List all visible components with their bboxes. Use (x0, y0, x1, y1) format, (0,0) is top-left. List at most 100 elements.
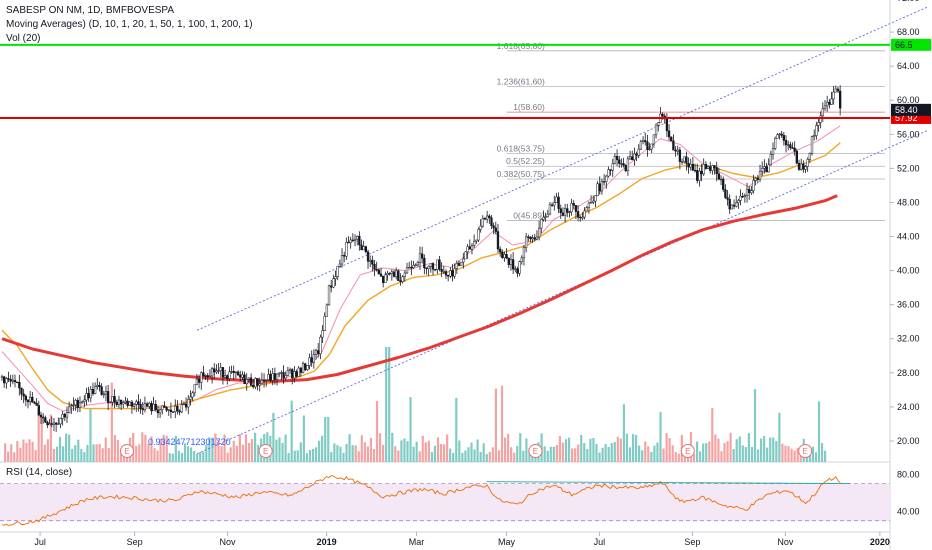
volume-bar (662, 448, 665, 462)
candle-body (24, 395, 27, 401)
volume-bar (668, 438, 671, 462)
candles (0, 85, 842, 432)
channel-line-lower (196, 129, 929, 455)
volume-bar (589, 438, 592, 462)
volume-bar (394, 446, 397, 462)
candle-body (89, 388, 92, 399)
candle-body (301, 363, 305, 373)
volume-bar (235, 445, 238, 462)
candle-body (26, 399, 30, 403)
volume-bar (305, 453, 309, 462)
candle-body (286, 370, 290, 376)
candle-body (293, 371, 296, 379)
candle-body (20, 387, 23, 395)
earnings-marker (258, 444, 273, 458)
volume-bar (223, 434, 226, 462)
candle-body (323, 315, 326, 331)
volume-bar (446, 434, 449, 462)
candle-body (382, 275, 385, 283)
time-tick-label: Sep (127, 537, 143, 547)
volume-bar (744, 447, 747, 462)
price-tick-label: 68.00 (897, 27, 920, 37)
volume-bar (735, 439, 738, 462)
candle-body (46, 421, 49, 426)
candle-body (141, 408, 144, 411)
candle-body (787, 144, 790, 146)
vol-legend[interactable]: Vol (20) (6, 33, 41, 44)
time-tick-label: 2020 (870, 537, 890, 547)
candle-body (717, 173, 721, 180)
candle-body (481, 218, 484, 227)
volume-bar (61, 446, 65, 462)
volume-bar (189, 447, 193, 462)
candle-body (615, 156, 619, 161)
price-tick-label: 72.00 (897, 0, 920, 3)
candle-body (187, 399, 190, 408)
candle-body (128, 401, 131, 406)
volume-bar (150, 436, 153, 462)
candle-body (174, 405, 177, 413)
candle-body (321, 330, 324, 338)
candle-body (475, 239, 478, 242)
candle-body (693, 169, 697, 172)
volume-bar (138, 444, 141, 462)
candle-body (661, 113, 664, 117)
volume-bar (229, 447, 232, 462)
volume-bar (342, 452, 345, 462)
volume-bar (135, 446, 138, 462)
candle-body (550, 204, 554, 206)
candle-body (607, 169, 610, 177)
candle-body (817, 122, 820, 126)
volume-bar (348, 434, 351, 462)
volume-bar (506, 433, 510, 462)
volume-bar (458, 440, 461, 462)
time-tick-label: Jul (594, 537, 606, 547)
candle-body (676, 149, 679, 152)
volume-bar (683, 453, 686, 462)
time-tick-label: May (498, 537, 516, 547)
volume-bar (625, 433, 629, 462)
volume-bar (510, 447, 513, 462)
candle-body (78, 402, 82, 409)
ma-legend[interactable]: Moving Averages) (D, 10, 1, 20, 1, 50, 1… (6, 19, 253, 30)
candle-body (501, 251, 504, 258)
volume-bar (372, 448, 376, 462)
volume-bar (473, 449, 476, 462)
candle-body (442, 271, 445, 273)
candle-body (587, 202, 591, 208)
candle-body (828, 101, 831, 105)
volume-bar (208, 437, 211, 462)
volume-bar (65, 433, 68, 462)
volume-bar (327, 417, 330, 462)
candle-body (392, 271, 396, 277)
volume-bar (403, 438, 406, 462)
volume-bar (25, 443, 28, 462)
candle-body (535, 236, 539, 240)
candle-body (542, 216, 545, 220)
symbol-title[interactable]: SABESP ON NM, 1D, BMFBOVESPA (6, 5, 175, 16)
volume-bar (461, 452, 464, 462)
volume-bar (580, 434, 583, 462)
candle-body (425, 267, 428, 269)
candle-body (459, 261, 463, 266)
rsi-legend[interactable]: RSI (14, close) (6, 467, 73, 478)
candle-body (600, 181, 604, 192)
candle-body (226, 375, 229, 379)
candle-body (496, 231, 500, 250)
volume-bar (55, 446, 59, 462)
candle-body (696, 170, 699, 181)
rsi-pane (0, 475, 890, 526)
candle-body (115, 401, 118, 406)
candle-body (802, 163, 805, 170)
volume-bar (763, 436, 766, 462)
volume-bar (549, 446, 552, 462)
volume-bar (199, 452, 202, 462)
volume-bar (293, 450, 296, 462)
volume-bar (747, 433, 750, 462)
last-price-tag (891, 103, 931, 116)
volume-bar (375, 401, 379, 462)
candle-body (533, 237, 536, 240)
volume-bar (561, 442, 565, 462)
